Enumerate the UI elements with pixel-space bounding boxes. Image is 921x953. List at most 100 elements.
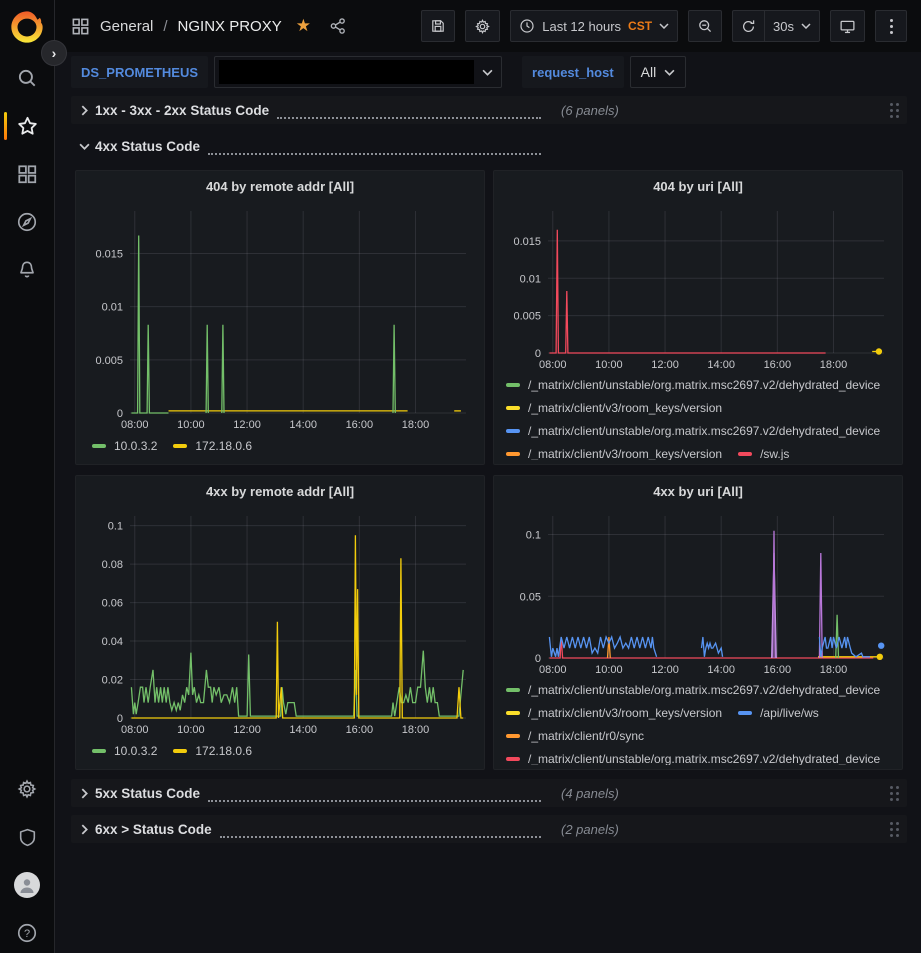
refresh-interval-value: 30s bbox=[773, 18, 794, 34]
svg-text:12:00: 12:00 bbox=[651, 359, 679, 371]
svg-text:0: 0 bbox=[535, 348, 541, 360]
svg-text:0.01: 0.01 bbox=[102, 302, 123, 314]
breadcrumb-folder[interactable]: General bbox=[100, 17, 154, 35]
sidebar-expand-button[interactable]: › bbox=[41, 40, 67, 66]
legend-swatch bbox=[173, 749, 188, 753]
legend-label: 10.0.3.2 bbox=[114, 744, 158, 758]
page-title[interactable]: NGINX PROXY bbox=[177, 17, 282, 35]
zoom-out-time-button[interactable] bbox=[688, 10, 723, 42]
avatar bbox=[14, 872, 40, 898]
star-icon bbox=[17, 116, 37, 135]
row-drag-handle[interactable] bbox=[890, 821, 899, 837]
clock-icon bbox=[520, 19, 534, 33]
legend-swatch bbox=[506, 405, 520, 410]
refresh-interval-select[interactable]: 30s bbox=[764, 10, 820, 42]
row-title: 5xx Status Code bbox=[95, 785, 201, 801]
sidebar-item-server-admin[interactable] bbox=[0, 825, 55, 849]
legend-item[interactable]: 10.0.3.2 bbox=[92, 435, 157, 458]
legend-swatch bbox=[506, 382, 520, 387]
sidebar-item-search[interactable] bbox=[0, 66, 55, 90]
dashboard-settings-button[interactable] bbox=[465, 10, 501, 42]
legend-item[interactable]: /_matrix/client/unstable/org.matrix.msc2… bbox=[506, 373, 880, 396]
grafana-logo[interactable] bbox=[8, 8, 46, 46]
legend-item[interactable]: 172.18.0.6 bbox=[173, 435, 252, 458]
variable-label-request-host[interactable]: request_host bbox=[522, 56, 624, 88]
sidebar-item-help[interactable]: ? bbox=[0, 921, 55, 945]
time-range-picker[interactable]: Last 12 hours CST bbox=[510, 10, 679, 42]
legend-item[interactable]: /_matrix/client/unstable/org.matrix.msc2… bbox=[506, 419, 880, 442]
svg-text:18:00: 18:00 bbox=[820, 664, 848, 676]
legend-item[interactable]: /_matrix/client/v3/room_keys/version bbox=[506, 442, 722, 460]
legend-swatch bbox=[92, 444, 106, 448]
help-icon: ? bbox=[17, 923, 37, 943]
dashboard-topbar: General / NGINX PROXY ★ bbox=[55, 0, 921, 52]
panel-title[interactable]: 4xx by uri [All] bbox=[653, 483, 743, 499]
variable-label-ds-prometheus[interactable]: DS_PROMETHEUS bbox=[71, 56, 209, 88]
legend-item[interactable]: /_matrix/client/v3/room_keys/version bbox=[506, 396, 722, 419]
svg-text:10:00: 10:00 bbox=[595, 359, 623, 371]
svg-text:10:00: 10:00 bbox=[595, 664, 623, 676]
dashboards-grid-icon[interactable] bbox=[71, 17, 90, 36]
sidebar-item-dashboards[interactable] bbox=[0, 162, 55, 186]
gear-icon bbox=[475, 18, 491, 34]
share-button[interactable] bbox=[329, 17, 347, 35]
panel-title[interactable]: 404 by uri [All] bbox=[653, 178, 743, 194]
row-drag-handle[interactable] bbox=[890, 102, 899, 118]
panel-title[interactable]: 4xx by remote addr [All] bbox=[205, 483, 355, 499]
sidebar-item-explore[interactable] bbox=[0, 210, 55, 234]
grafana-flame-icon bbox=[11, 11, 43, 43]
svg-text:0: 0 bbox=[117, 713, 123, 725]
row-drag-handle[interactable] bbox=[890, 785, 899, 801]
legend-item[interactable]: 172.18.0.6 bbox=[173, 740, 252, 763]
row-header-4xx[interactable]: 4xx Status Code bbox=[71, 132, 907, 160]
legend-item[interactable]: 10.0.3.2 bbox=[92, 740, 157, 763]
legend-swatch bbox=[506, 451, 520, 456]
svg-text:10:00: 10:00 bbox=[177, 724, 205, 736]
variable-select-request-host[interactable]: All bbox=[629, 56, 687, 88]
legend-item[interactable]: /_matrix/client/unstable/org.matrix.msc2… bbox=[506, 747, 880, 765]
chart-404-by-uri[interactable]: 08:00 10:00 12:00 14:00 16:00 18:00 0 0.005 0.01… bbox=[502, 201, 894, 373]
legend-item[interactable]: /api/live/ws bbox=[738, 701, 819, 724]
variable-select-ds-prometheus[interactable] bbox=[214, 56, 503, 88]
row-title: 1xx - 3xx - 2xx Status Code bbox=[95, 102, 270, 118]
chevron-down-icon bbox=[79, 141, 95, 152]
svg-text:0: 0 bbox=[535, 653, 541, 665]
bell-icon bbox=[20, 261, 34, 278]
panel-title[interactable]: 404 by remote addr [All] bbox=[205, 178, 355, 194]
dotted-leader bbox=[208, 138, 541, 155]
row-panel-count: (4 panels) bbox=[561, 785, 619, 801]
kebab-icon bbox=[889, 18, 893, 34]
chart-404-by-remote-addr[interactable]: 08:00 10:00 12:00 14:00 16:00 18:00 0 0.005 0.01… bbox=[84, 201, 476, 433]
row-header-6xx[interactable]: 6xx > Status Code (2 panels) bbox=[71, 815, 907, 843]
legend-item[interactable]: /_matrix/client/v3/room_keys/version bbox=[506, 701, 722, 724]
more-options-button[interactable] bbox=[875, 10, 907, 42]
legend-label: /sw.js bbox=[760, 446, 790, 461]
variable-value-request-host: All bbox=[640, 64, 657, 80]
refresh-button[interactable] bbox=[732, 10, 765, 42]
row-header-1xx-3xx-2xx[interactable]: 1xx - 3xx - 2xx Status Code (6 panels) bbox=[71, 96, 907, 124]
legend-label: /api/live/ws bbox=[760, 705, 819, 720]
row-header-5xx[interactable]: 5xx Status Code (4 panels) bbox=[71, 779, 907, 807]
chart-4xx-by-uri[interactable]: 08:00 10:00 12:00 14:00 16:00 18:00 0 0.05 0.1 bbox=[502, 506, 894, 678]
legend-item[interactable]: /_matrix/client/r0/sync bbox=[506, 724, 644, 747]
chart-4xx-by-remote-addr[interactable]: 08:00 10:00 12:00 14:00 16:00 18:00 0 0.02 0.04 0… bbox=[84, 506, 476, 738]
legend-label: /_matrix/client/unstable/org.matrix.msc2… bbox=[528, 377, 881, 392]
share-icon bbox=[330, 18, 345, 34]
sidebar-item-user-profile[interactable] bbox=[0, 872, 55, 898]
zoom-out-icon bbox=[699, 20, 712, 33]
legend-label: /_matrix/client/unstable/org.matrix.msc2… bbox=[528, 423, 881, 438]
timezone-label: CST bbox=[628, 19, 653, 33]
legend-item[interactable]: /sw.js bbox=[738, 442, 789, 460]
save-icon bbox=[432, 20, 445, 32]
sidebar-item-alerting[interactable] bbox=[0, 258, 55, 282]
favorite-star-icon[interactable]: ★ bbox=[295, 16, 311, 35]
svg-text:18:00: 18:00 bbox=[402, 419, 430, 431]
monitor-icon bbox=[840, 20, 855, 33]
sidebar-item-starred[interactable] bbox=[0, 112, 55, 140]
svg-text:0.015: 0.015 bbox=[513, 236, 541, 248]
save-dashboard-button[interactable] bbox=[421, 10, 456, 42]
tv-mode-button[interactable] bbox=[830, 10, 865, 42]
svg-text:?: ? bbox=[24, 928, 30, 940]
sidebar-item-configuration[interactable] bbox=[0, 777, 55, 801]
legend-item[interactable]: /_matrix/client/unstable/org.matrix.msc2… bbox=[506, 678, 880, 701]
